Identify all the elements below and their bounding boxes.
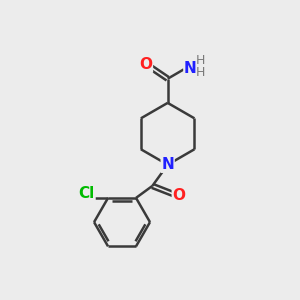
Text: N: N xyxy=(161,157,174,172)
Text: Cl: Cl xyxy=(79,186,95,201)
Text: N: N xyxy=(184,61,197,76)
Text: H: H xyxy=(195,66,205,79)
Text: H: H xyxy=(195,54,205,67)
Text: O: O xyxy=(172,188,185,203)
Text: O: O xyxy=(140,57,152,72)
